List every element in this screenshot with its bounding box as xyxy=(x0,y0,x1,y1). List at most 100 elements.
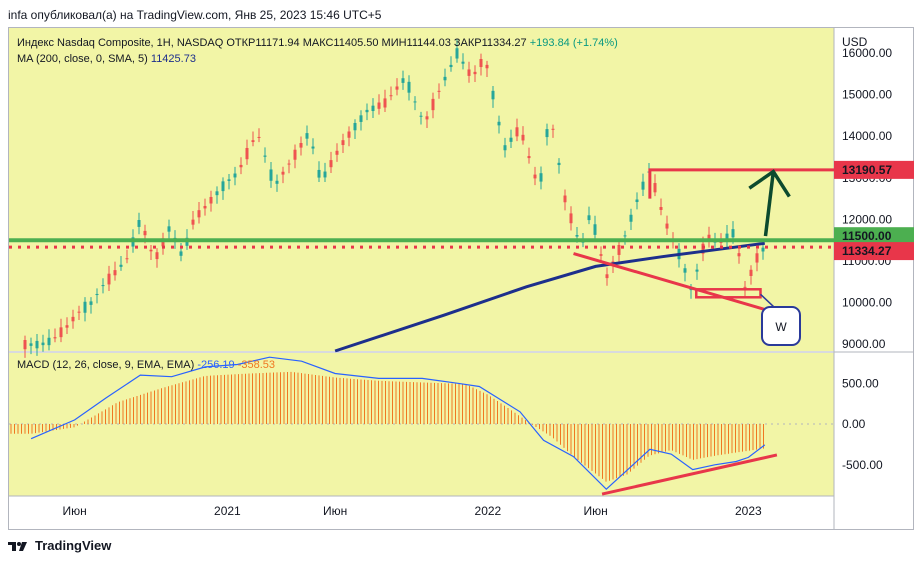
candle-body xyxy=(125,258,129,260)
candle-body xyxy=(65,325,69,328)
candle-body xyxy=(341,140,345,146)
time-axis-tick-label: Июн xyxy=(584,504,608,518)
candle-body xyxy=(233,173,237,178)
candle-body xyxy=(77,311,81,313)
candle-body xyxy=(401,78,405,83)
ma-legend-value: 11425.73 xyxy=(151,53,196,65)
candle-body xyxy=(137,220,141,227)
time-axis-tick-label: 2021 xyxy=(214,504,241,518)
candle-body xyxy=(371,105,375,112)
trendline-price-down xyxy=(573,252,785,317)
candle-body xyxy=(23,339,27,350)
candle-body xyxy=(521,134,525,141)
candle-body xyxy=(377,102,381,109)
candle-body xyxy=(539,173,543,182)
candle-body xyxy=(251,140,255,143)
candle-body xyxy=(629,214,633,222)
tradingview-brand: TradingView xyxy=(35,538,112,553)
candle-body xyxy=(659,207,663,210)
candle-body xyxy=(431,98,435,111)
candle-body xyxy=(311,146,315,149)
candle-body xyxy=(635,199,639,203)
candle-body xyxy=(41,342,45,346)
macd-legend[interactable]: MACD (12, 26, close, 9, EMA, EMA) -256.1… xyxy=(17,359,275,371)
price-label-box xyxy=(834,242,914,261)
publication-header: infa опубликовал(а) на TradingView.com, … xyxy=(8,8,381,22)
candle-body xyxy=(263,155,267,157)
candle-body xyxy=(563,195,567,203)
price-axis-tick-label: 9000.00 xyxy=(842,337,886,351)
time-axis-tick-label: Июн xyxy=(63,504,87,518)
candle-body xyxy=(701,243,705,254)
signal-legend-value: -358.53 xyxy=(238,359,275,371)
macd-axis-tick-label: -500.00 xyxy=(842,458,883,472)
candle-body xyxy=(599,254,603,256)
candle-body xyxy=(497,121,501,126)
w-callout-box[interactable] xyxy=(761,306,801,346)
candle-body xyxy=(275,180,279,184)
candle-body xyxy=(83,301,87,313)
candle-body xyxy=(479,59,483,68)
candle-body xyxy=(725,233,729,243)
candle-body xyxy=(443,76,447,81)
candle-body xyxy=(53,337,57,339)
macd-legend-label: MACD (12, 26, close, 9, EMA, EMA) xyxy=(17,359,197,371)
candle-body xyxy=(389,95,393,97)
candle-body xyxy=(347,131,351,138)
candle-body xyxy=(227,179,231,181)
candle-body xyxy=(101,285,105,287)
candle-body xyxy=(755,253,759,263)
candle-body xyxy=(467,69,471,76)
breakout-arrow-shaft xyxy=(763,171,776,237)
candle-body xyxy=(203,205,207,209)
candle-body xyxy=(299,143,303,148)
candle-body xyxy=(221,181,225,192)
candle-body xyxy=(287,163,291,165)
candle-body xyxy=(491,90,495,100)
symbol-legend: Индекс Nasdaq Composite, 1H, NASDAQ ОТКР… xyxy=(17,37,618,49)
w-pattern-label: W xyxy=(775,320,787,334)
candle-body xyxy=(59,327,63,338)
price-axis-tick-label: 10000.00 xyxy=(842,296,892,310)
candle-body xyxy=(317,169,321,178)
candle-body xyxy=(425,116,429,120)
macd-axis-tick-label: 500.00 xyxy=(842,376,879,390)
candle-body xyxy=(503,145,507,151)
candle-body xyxy=(515,127,519,137)
candle-body xyxy=(149,249,153,252)
legend-low: МИН11144.03 xyxy=(382,37,454,49)
candle-body xyxy=(485,64,489,69)
candle-body xyxy=(569,213,573,224)
candle-body xyxy=(365,109,369,113)
candle-body xyxy=(683,268,687,273)
candle-body xyxy=(209,196,213,204)
candle-body xyxy=(545,129,549,138)
candle-body xyxy=(473,71,477,75)
macd-panel-background xyxy=(9,353,834,496)
candle-body xyxy=(449,64,453,68)
candle-body xyxy=(743,286,747,288)
candle-body xyxy=(89,301,93,305)
candle-body xyxy=(329,160,333,168)
candle-body xyxy=(179,251,183,256)
candle-body xyxy=(527,156,531,159)
macd-divergence-trendline xyxy=(601,453,778,496)
candle-body xyxy=(215,191,219,196)
ma-legend[interactable]: MA (200, close, 0, SMA, 5) 11425.73 xyxy=(17,53,196,65)
candle-body xyxy=(353,122,357,131)
target-line-13190 xyxy=(648,168,834,199)
candle-body xyxy=(749,269,753,276)
candle-body xyxy=(455,48,459,59)
candle-body xyxy=(107,273,111,285)
candle-body xyxy=(575,235,579,237)
currency-label: USD xyxy=(842,35,868,49)
candle-body xyxy=(407,81,411,93)
candle-body xyxy=(731,229,735,238)
price-axis-tick-label: 16000.00 xyxy=(842,46,892,60)
candle-body xyxy=(461,61,465,64)
candle-body xyxy=(323,171,327,178)
support-zone-box xyxy=(695,288,762,299)
candle-body xyxy=(167,226,171,232)
tradingview-logo-icon xyxy=(8,541,27,551)
